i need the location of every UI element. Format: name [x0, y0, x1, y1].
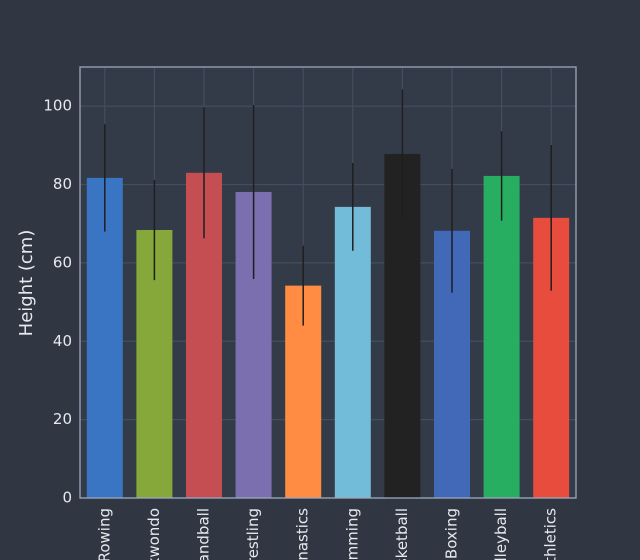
- plot-frame: [79, 66, 577, 499]
- x-tick-label: Athletics: [542, 508, 560, 560]
- y-tick-label: 0: [62, 489, 72, 507]
- x-tick-label: Boxing: [443, 508, 461, 559]
- y-tick-label: 100: [43, 97, 72, 115]
- x-tick-label: Wrestling: [244, 508, 262, 560]
- y-tick-label: 60: [53, 253, 72, 271]
- x-tick-label: Taekwondo: [145, 508, 163, 560]
- x-tick-label: Gymnastics: [294, 508, 312, 560]
- bar: [334, 206, 371, 498]
- x-tick-label: Volleyball: [492, 508, 510, 560]
- y-tick-label: 20: [53, 410, 72, 428]
- x-tick-label: Rowing: [95, 508, 113, 560]
- y-tick-label: 80: [53, 175, 72, 193]
- x-tick-label: Swimming: [343, 508, 361, 560]
- x-tick-label: Basketball: [393, 508, 411, 560]
- marks: [86, 89, 570, 499]
- x-tick-label: Handball: [195, 508, 213, 560]
- bar: [483, 175, 520, 498]
- y-tick-label: 40: [53, 332, 72, 350]
- y-axis-label: Height (cm): [16, 230, 37, 337]
